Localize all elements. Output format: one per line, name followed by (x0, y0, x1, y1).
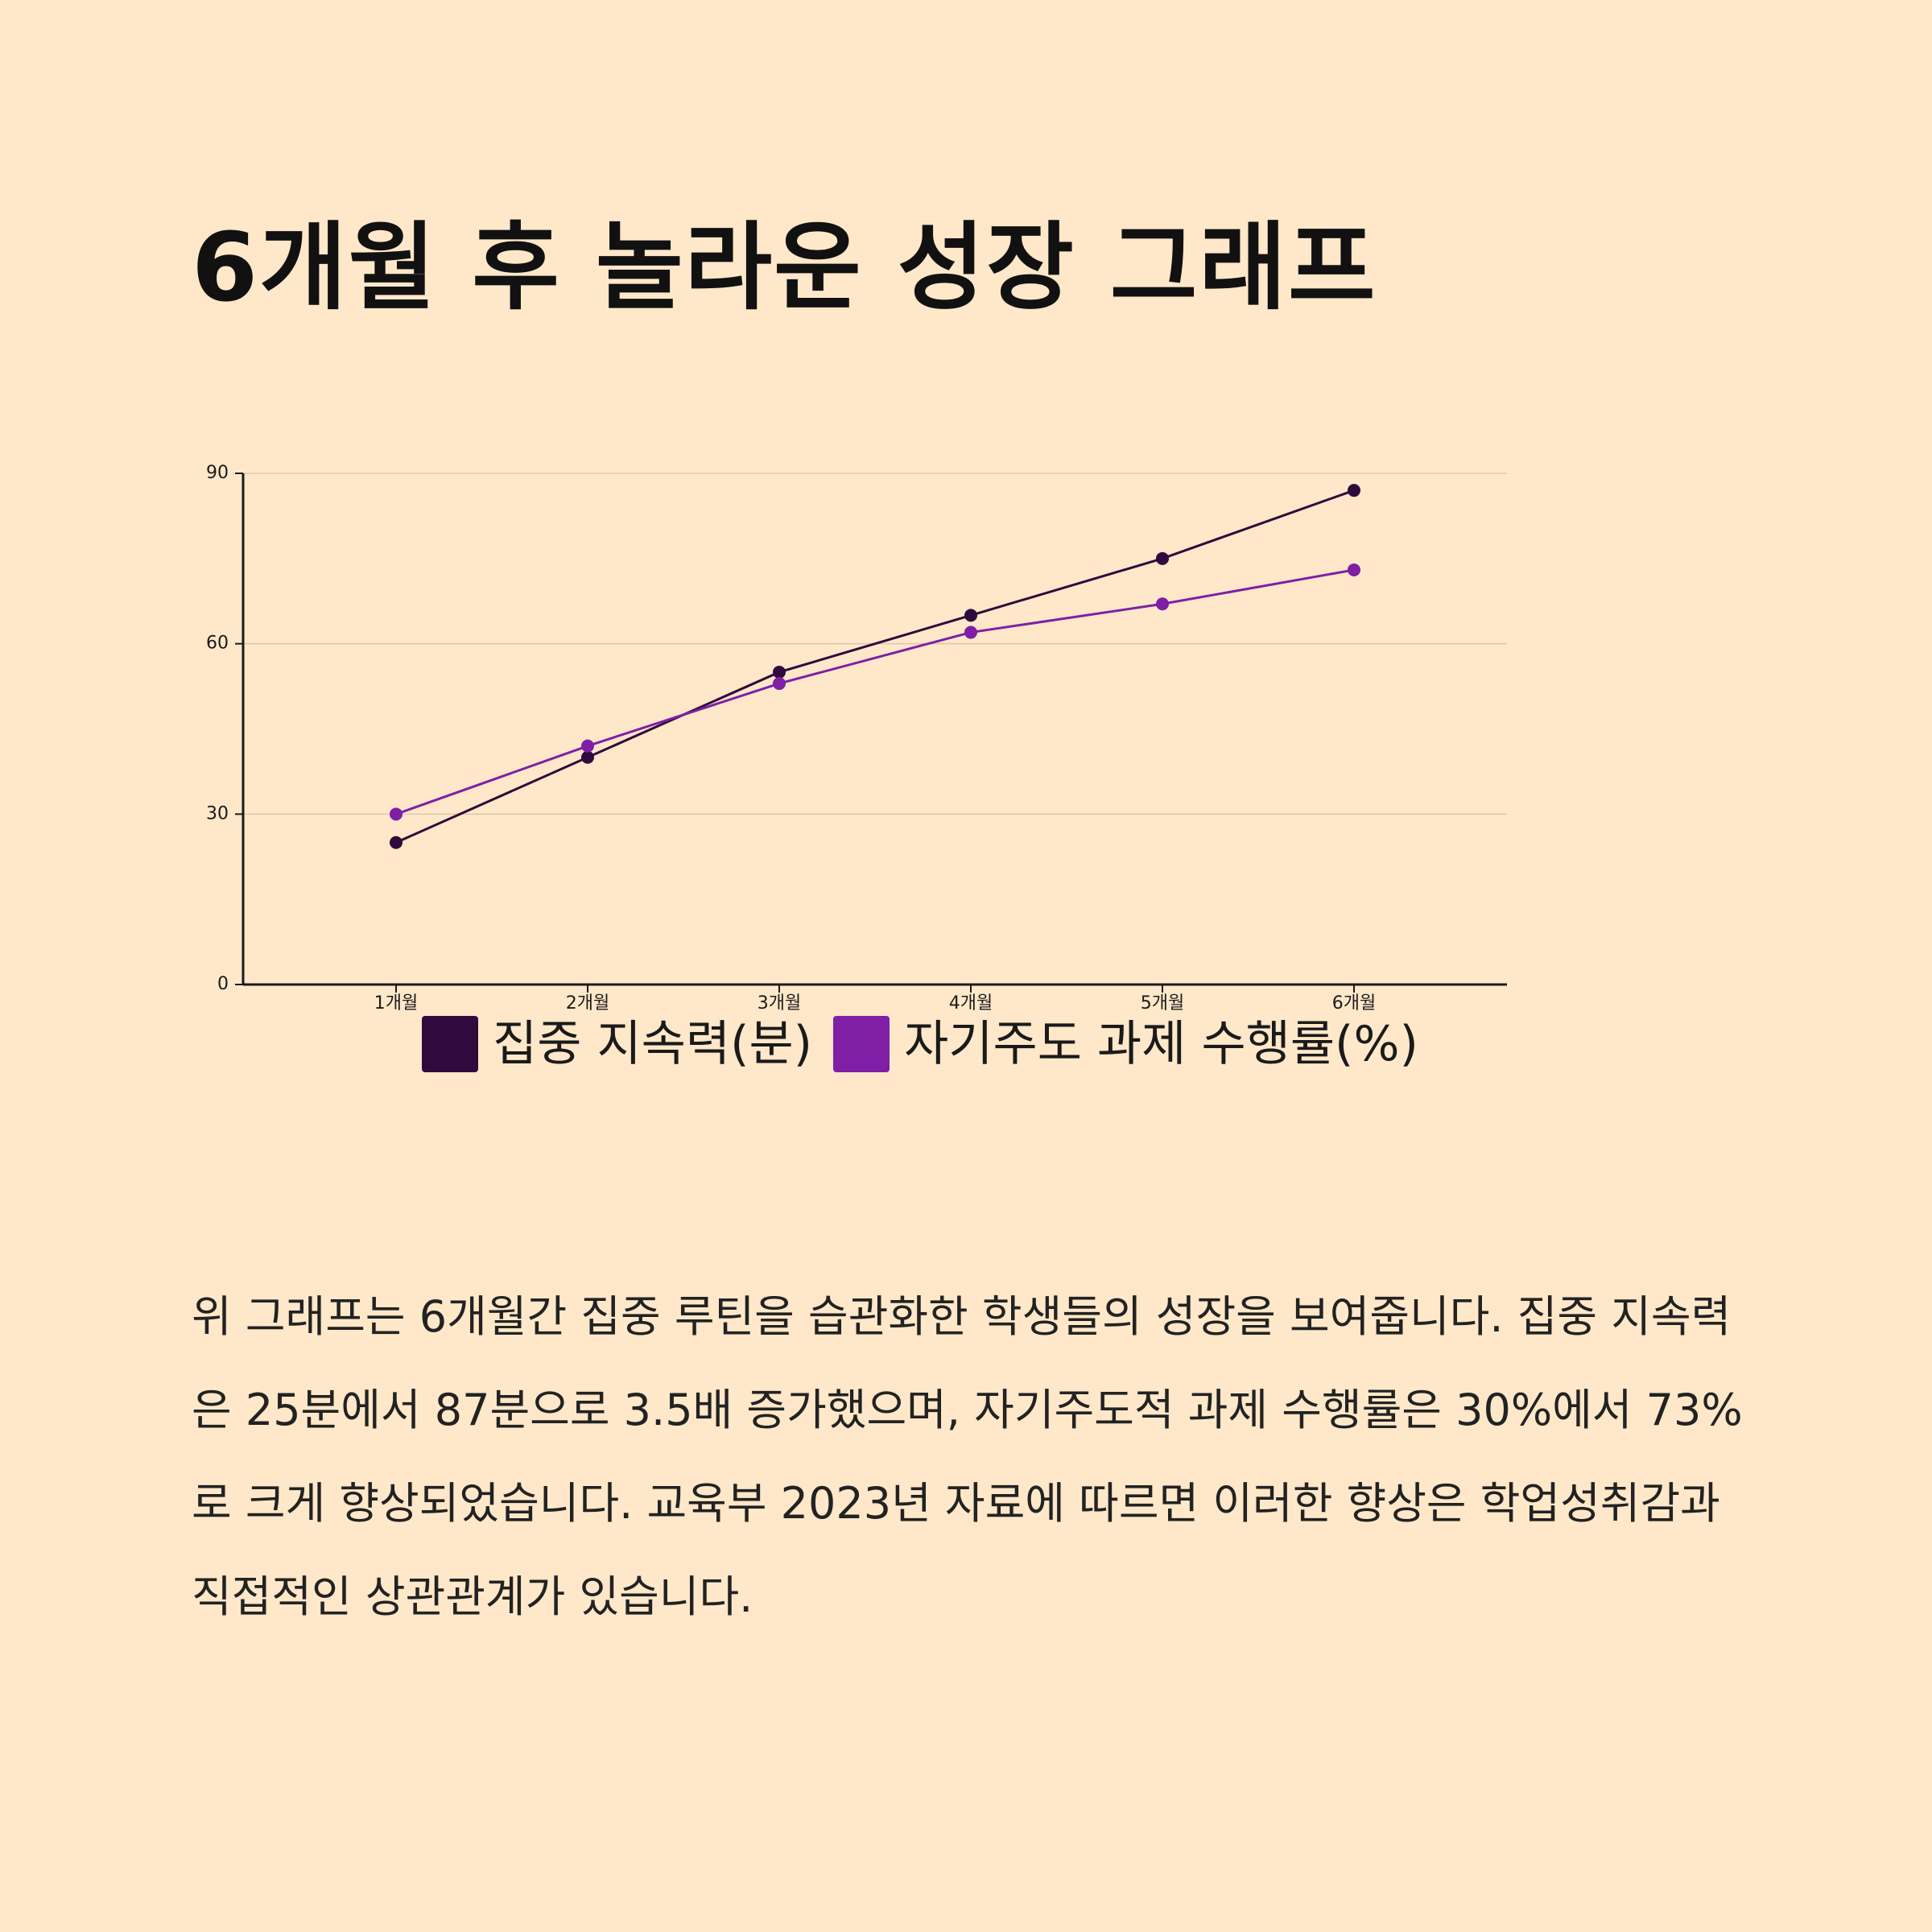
y-tick-labels: 0 30 60 90 (206, 463, 229, 994)
x-tick-label: 3개월 (758, 993, 801, 1013)
legend-swatch-task-completion (833, 1016, 890, 1072)
description-paragraph: 위 그래프는 6개월간 집중 루틴을 습관화한 학생들의 성장을 보여줍니다. … (192, 1291, 1743, 1622)
legend-label-focus-duration: 집중 지속력(분) (493, 1016, 813, 1072)
series-1-point (390, 836, 402, 849)
y-tick-label: 30 (206, 803, 229, 824)
x-tick-label: 6개월 (1332, 993, 1376, 1013)
series-1-point (773, 665, 786, 679)
x-tick-label: 1개월 (374, 993, 418, 1013)
series-1-point (1348, 484, 1360, 497)
chart-legend: 집중 지속력(분) 자기주도 과제 수행률(%) (422, 1016, 1439, 1072)
series-1-point (581, 750, 594, 764)
legend-swatch-focus-duration (422, 1016, 478, 1072)
axes (235, 473, 1507, 993)
page-title: 6개월 후 놀라운 성장 그래프 (192, 212, 1377, 323)
series-2-point (773, 677, 786, 691)
series-1-point (964, 609, 977, 622)
y-tick-label: 0 (217, 974, 229, 994)
legend-label-task-completion: 자기주도 과제 수행률(%) (904, 1016, 1418, 1072)
series (390, 484, 1360, 849)
x-tick-label: 2개월 (566, 993, 609, 1013)
x-tick-labels: 1개월 2개월 3개월 4개월 5개월 6개월 (374, 993, 1376, 1013)
y-tick-label: 90 (206, 463, 229, 483)
series-line-1 (395, 489, 1355, 844)
y-tick-label: 60 (206, 634, 229, 654)
series-2-point (964, 625, 977, 639)
legend-item-focus-duration: 집중 지속력(분) (422, 1016, 812, 1072)
series-1-point (1156, 551, 1169, 565)
series-line-2 (395, 568, 1355, 815)
series-2-point (581, 739, 594, 753)
series-2-point (1156, 597, 1169, 611)
x-tick-label: 4개월 (949, 993, 993, 1013)
line-chart: 0 30 60 90 1개월 2개월 3개월 4개월 5개월 6개월 (206, 463, 1507, 1013)
x-tick-label: 5개월 (1141, 993, 1184, 1013)
series-2-point (1348, 563, 1360, 576)
series-2-point (390, 807, 402, 821)
legend-item-task-completion: 자기주도 과제 수행률(%) (833, 1016, 1418, 1072)
